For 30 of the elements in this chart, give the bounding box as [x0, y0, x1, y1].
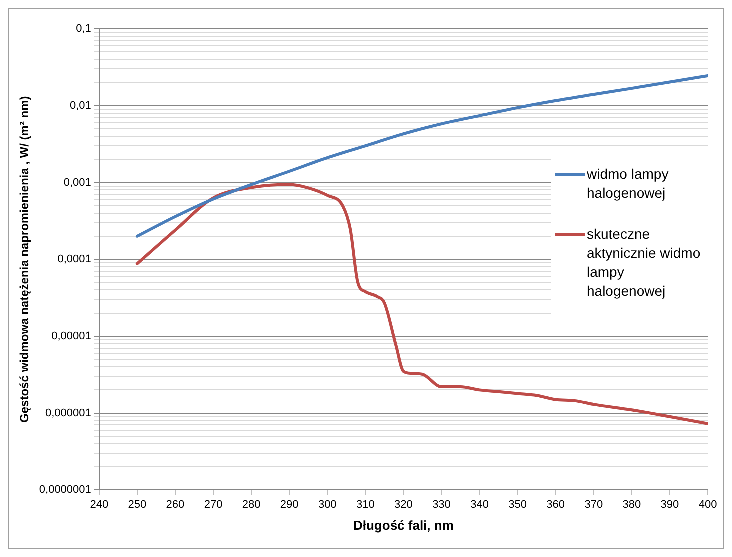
x-tick-label: 310 — [356, 498, 375, 511]
legend-label: skuteczne aktynicznie widmo lampy halogenowej — [587, 225, 702, 301]
y-tick-label: 0,001 — [64, 176, 92, 189]
y-tick-label: 0,01 — [70, 100, 92, 112]
legend-label: widmo lampy halogenowej — [587, 165, 670, 203]
x-tick-label: 380 — [622, 498, 642, 511]
x-tick-label: 370 — [584, 498, 604, 511]
y-tick-label: 0,0000001 — [39, 484, 92, 496]
y-axis-title: Gęstość widmowa natężenia napromienienia , W/ (m² nm) — [18, 96, 32, 423]
y-tick-label: 0,0001 — [58, 254, 92, 266]
line-series — [136, 183, 708, 426]
x-tick-label: 300 — [318, 498, 337, 511]
x-tick-label: 290 — [280, 498, 299, 511]
x-tick-label: 240 — [90, 498, 109, 511]
x-tick-label: 390 — [660, 498, 680, 511]
line-series — [136, 74, 708, 238]
x-tick-label: 340 — [470, 498, 489, 511]
x-tick-label: 350 — [508, 498, 527, 511]
y-tick-label: 0,000001 — [46, 407, 92, 420]
x-tick-label: 400 — [698, 498, 718, 511]
x-tick-label: 330 — [432, 498, 451, 511]
x-tick-label: 280 — [242, 498, 261, 511]
x-tick-label: 320 — [394, 498, 413, 511]
y-tick-label: 0,1 — [76, 23, 92, 36]
x-tick-label: 250 — [128, 498, 147, 511]
x-tick-label: 260 — [166, 498, 185, 511]
y-tick-label: 0,00001 — [52, 330, 92, 342]
x-axis-title: Długość fali, nm — [353, 518, 454, 533]
x-tick-label: 360 — [546, 498, 566, 511]
x-tick-label: 270 — [204, 498, 223, 511]
